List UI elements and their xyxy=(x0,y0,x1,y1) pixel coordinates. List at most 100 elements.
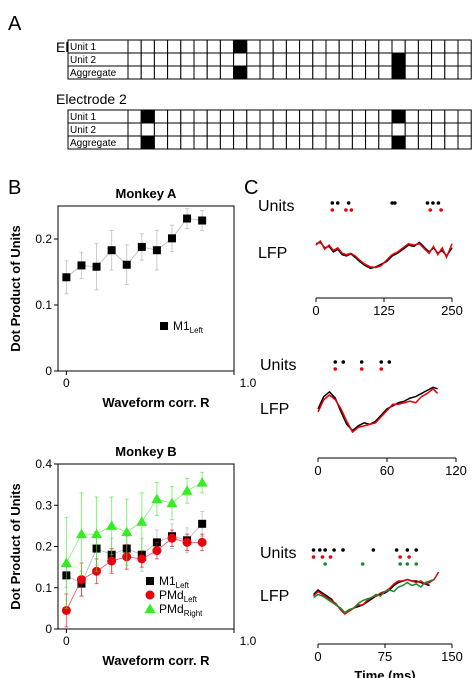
grid-cell xyxy=(246,65,261,80)
grid-cell xyxy=(167,122,182,137)
data-point xyxy=(76,575,86,584)
grid-cell xyxy=(391,39,406,54)
data-point xyxy=(92,262,101,271)
spike-dot xyxy=(311,548,316,552)
grid-cell xyxy=(193,52,208,67)
grid-cell xyxy=(285,65,301,80)
spike-dot xyxy=(407,555,411,559)
grid-cell xyxy=(272,39,287,54)
x-tick-label: 1.0 xyxy=(240,634,257,648)
grid-cell xyxy=(338,135,353,150)
grid-cell-filled xyxy=(233,39,248,54)
grid-row-label: Unit 1 xyxy=(70,42,97,53)
grid-cell xyxy=(180,65,195,80)
grid-cell xyxy=(127,135,142,150)
grid-cell xyxy=(180,135,195,150)
grid-cell xyxy=(417,109,433,124)
grid-cell xyxy=(153,65,169,80)
data-point xyxy=(75,528,87,539)
data-point xyxy=(106,520,118,530)
data-point xyxy=(167,533,177,543)
lfp-line-0 xyxy=(317,386,438,432)
grid-cell xyxy=(233,135,248,150)
grid-cell xyxy=(140,39,155,54)
units-label: Units xyxy=(258,198,294,215)
grid-cell-filled xyxy=(140,135,155,150)
grid-cell xyxy=(167,65,182,80)
grid-cell xyxy=(404,122,419,137)
grid-cell xyxy=(206,122,221,137)
series-1 xyxy=(61,529,207,628)
data-point xyxy=(91,528,103,539)
series-0 xyxy=(62,208,207,295)
grid-cell xyxy=(312,122,327,137)
panel-label-b: B xyxy=(8,177,21,199)
grid-cell xyxy=(404,109,419,124)
grid-cell xyxy=(417,52,433,67)
spike-dot xyxy=(398,562,402,566)
spike-row-0 xyxy=(311,548,419,552)
legend-label: M1Left xyxy=(173,319,204,335)
grid-cell xyxy=(193,65,208,80)
grid-cell xyxy=(180,52,195,67)
lfp-trace-1: Units LFP 0 125 250 xyxy=(258,198,463,318)
grid-cell-filled xyxy=(391,52,406,67)
series-line xyxy=(66,218,203,278)
grid-cell xyxy=(431,39,446,54)
grid-cell xyxy=(351,52,367,67)
spike-row-1 xyxy=(311,555,411,559)
grid-cell xyxy=(338,39,353,54)
grid-cell xyxy=(325,109,340,124)
grid-row-label: Aggregate xyxy=(70,138,117,149)
grid-cell xyxy=(312,109,327,124)
grid-cell xyxy=(365,39,380,54)
grid-cell xyxy=(272,109,287,124)
lfp-line-1 xyxy=(315,239,453,269)
grid-cell xyxy=(127,109,142,124)
chart-title: Monkey A xyxy=(116,186,178,201)
y-tick-label: 0.2 xyxy=(35,232,52,246)
legend-marker xyxy=(145,590,155,600)
grid-cell xyxy=(219,135,235,150)
spike-dot xyxy=(359,367,364,371)
data-point xyxy=(181,485,193,495)
time-tick-label: 75 xyxy=(378,649,392,664)
monkey-b-chart: Monkey B Dot Product of Units Waveform cor… xyxy=(8,444,257,668)
grid-cell xyxy=(272,135,287,150)
grid-cell xyxy=(259,65,274,80)
grid-cell xyxy=(338,65,353,80)
time-tick-label: 250 xyxy=(441,303,463,318)
time-tick-label: 0 xyxy=(312,303,319,318)
grid-cell xyxy=(285,109,301,124)
data-point xyxy=(136,516,148,526)
series-line xyxy=(66,482,203,564)
lfp-trace-2: Units LFP 0 60 120 xyxy=(260,357,467,478)
grid-cell-filled xyxy=(391,65,406,80)
grid-cell xyxy=(153,39,169,54)
x-axis-label: Waveform corr. R xyxy=(102,653,210,668)
legend-name: M1 xyxy=(159,574,176,588)
grid-cell xyxy=(219,109,235,124)
grid-cell xyxy=(351,122,367,137)
spike-dot xyxy=(333,360,338,364)
spike-dot xyxy=(341,360,346,364)
legend-label: PMdLeft xyxy=(159,588,198,604)
y-axis-label: Dot Product of Units xyxy=(8,225,23,351)
spike-row-2 xyxy=(323,562,419,566)
grid-cell xyxy=(219,39,235,54)
grid-cell xyxy=(233,122,248,137)
grid-cell xyxy=(457,39,472,54)
grid-cell xyxy=(153,122,169,137)
electrode-2-title: Electrode 2 xyxy=(56,91,127,107)
grid-cell xyxy=(246,52,261,67)
grid-cell xyxy=(325,39,340,54)
grid-cell xyxy=(180,109,195,124)
units-label: Units xyxy=(260,545,296,562)
grid-cell xyxy=(193,39,208,54)
spike-dot xyxy=(431,201,435,205)
grid-cell xyxy=(431,65,446,80)
grid-cell xyxy=(206,65,221,80)
time-tick-label: 0 xyxy=(314,649,321,664)
grid-cell xyxy=(285,52,301,67)
lfp-line-0 xyxy=(313,578,430,614)
